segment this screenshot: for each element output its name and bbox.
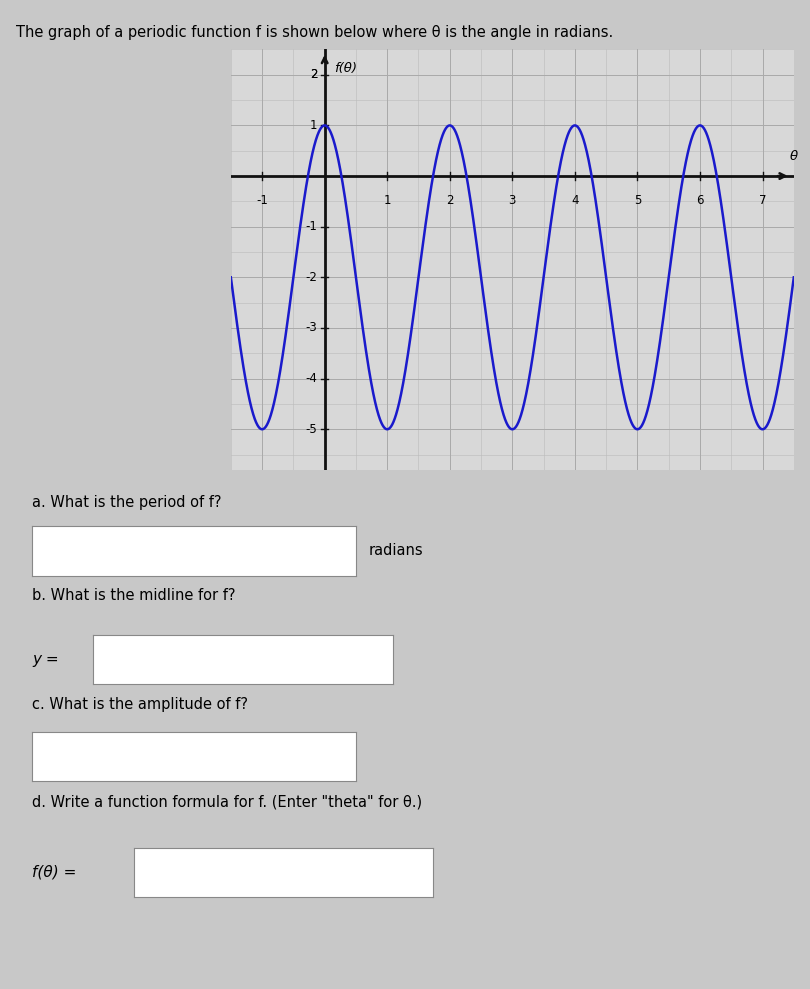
Text: -2: -2	[305, 271, 318, 284]
Text: radians: radians	[369, 543, 423, 559]
Text: -4: -4	[305, 372, 318, 385]
Text: d. Write a function formula for f. (Enter "theta" for θ.): d. Write a function formula for f. (Ente…	[32, 794, 423, 809]
Text: θ: θ	[790, 150, 798, 163]
Text: 3: 3	[509, 194, 516, 207]
Text: 1: 1	[309, 119, 318, 132]
Text: -1: -1	[305, 221, 318, 233]
Text: 6: 6	[697, 194, 704, 207]
Text: 5: 5	[633, 194, 641, 207]
Text: The graph of a periodic function f is shown below where θ is the angle in radian: The graph of a periodic function f is sh…	[16, 25, 613, 40]
Text: f(θ): f(θ)	[334, 62, 357, 75]
Text: -3: -3	[305, 321, 318, 334]
Text: -5: -5	[305, 422, 318, 436]
Text: f(θ) =: f(θ) =	[32, 864, 77, 880]
Text: a. What is the period of f?: a. What is the period of f?	[32, 494, 222, 509]
Text: -1: -1	[256, 194, 268, 207]
Text: 7: 7	[759, 194, 766, 207]
Text: b. What is the midline for f?: b. What is the midline for f?	[32, 588, 236, 603]
Text: 2: 2	[446, 194, 454, 207]
Text: c. What is the amplitude of f?: c. What is the amplitude of f?	[32, 697, 249, 712]
Text: 4: 4	[571, 194, 578, 207]
Text: 1: 1	[383, 194, 391, 207]
Text: 2: 2	[309, 68, 318, 81]
Text: y =: y =	[32, 652, 59, 668]
Text: 2: 2	[309, 68, 318, 81]
